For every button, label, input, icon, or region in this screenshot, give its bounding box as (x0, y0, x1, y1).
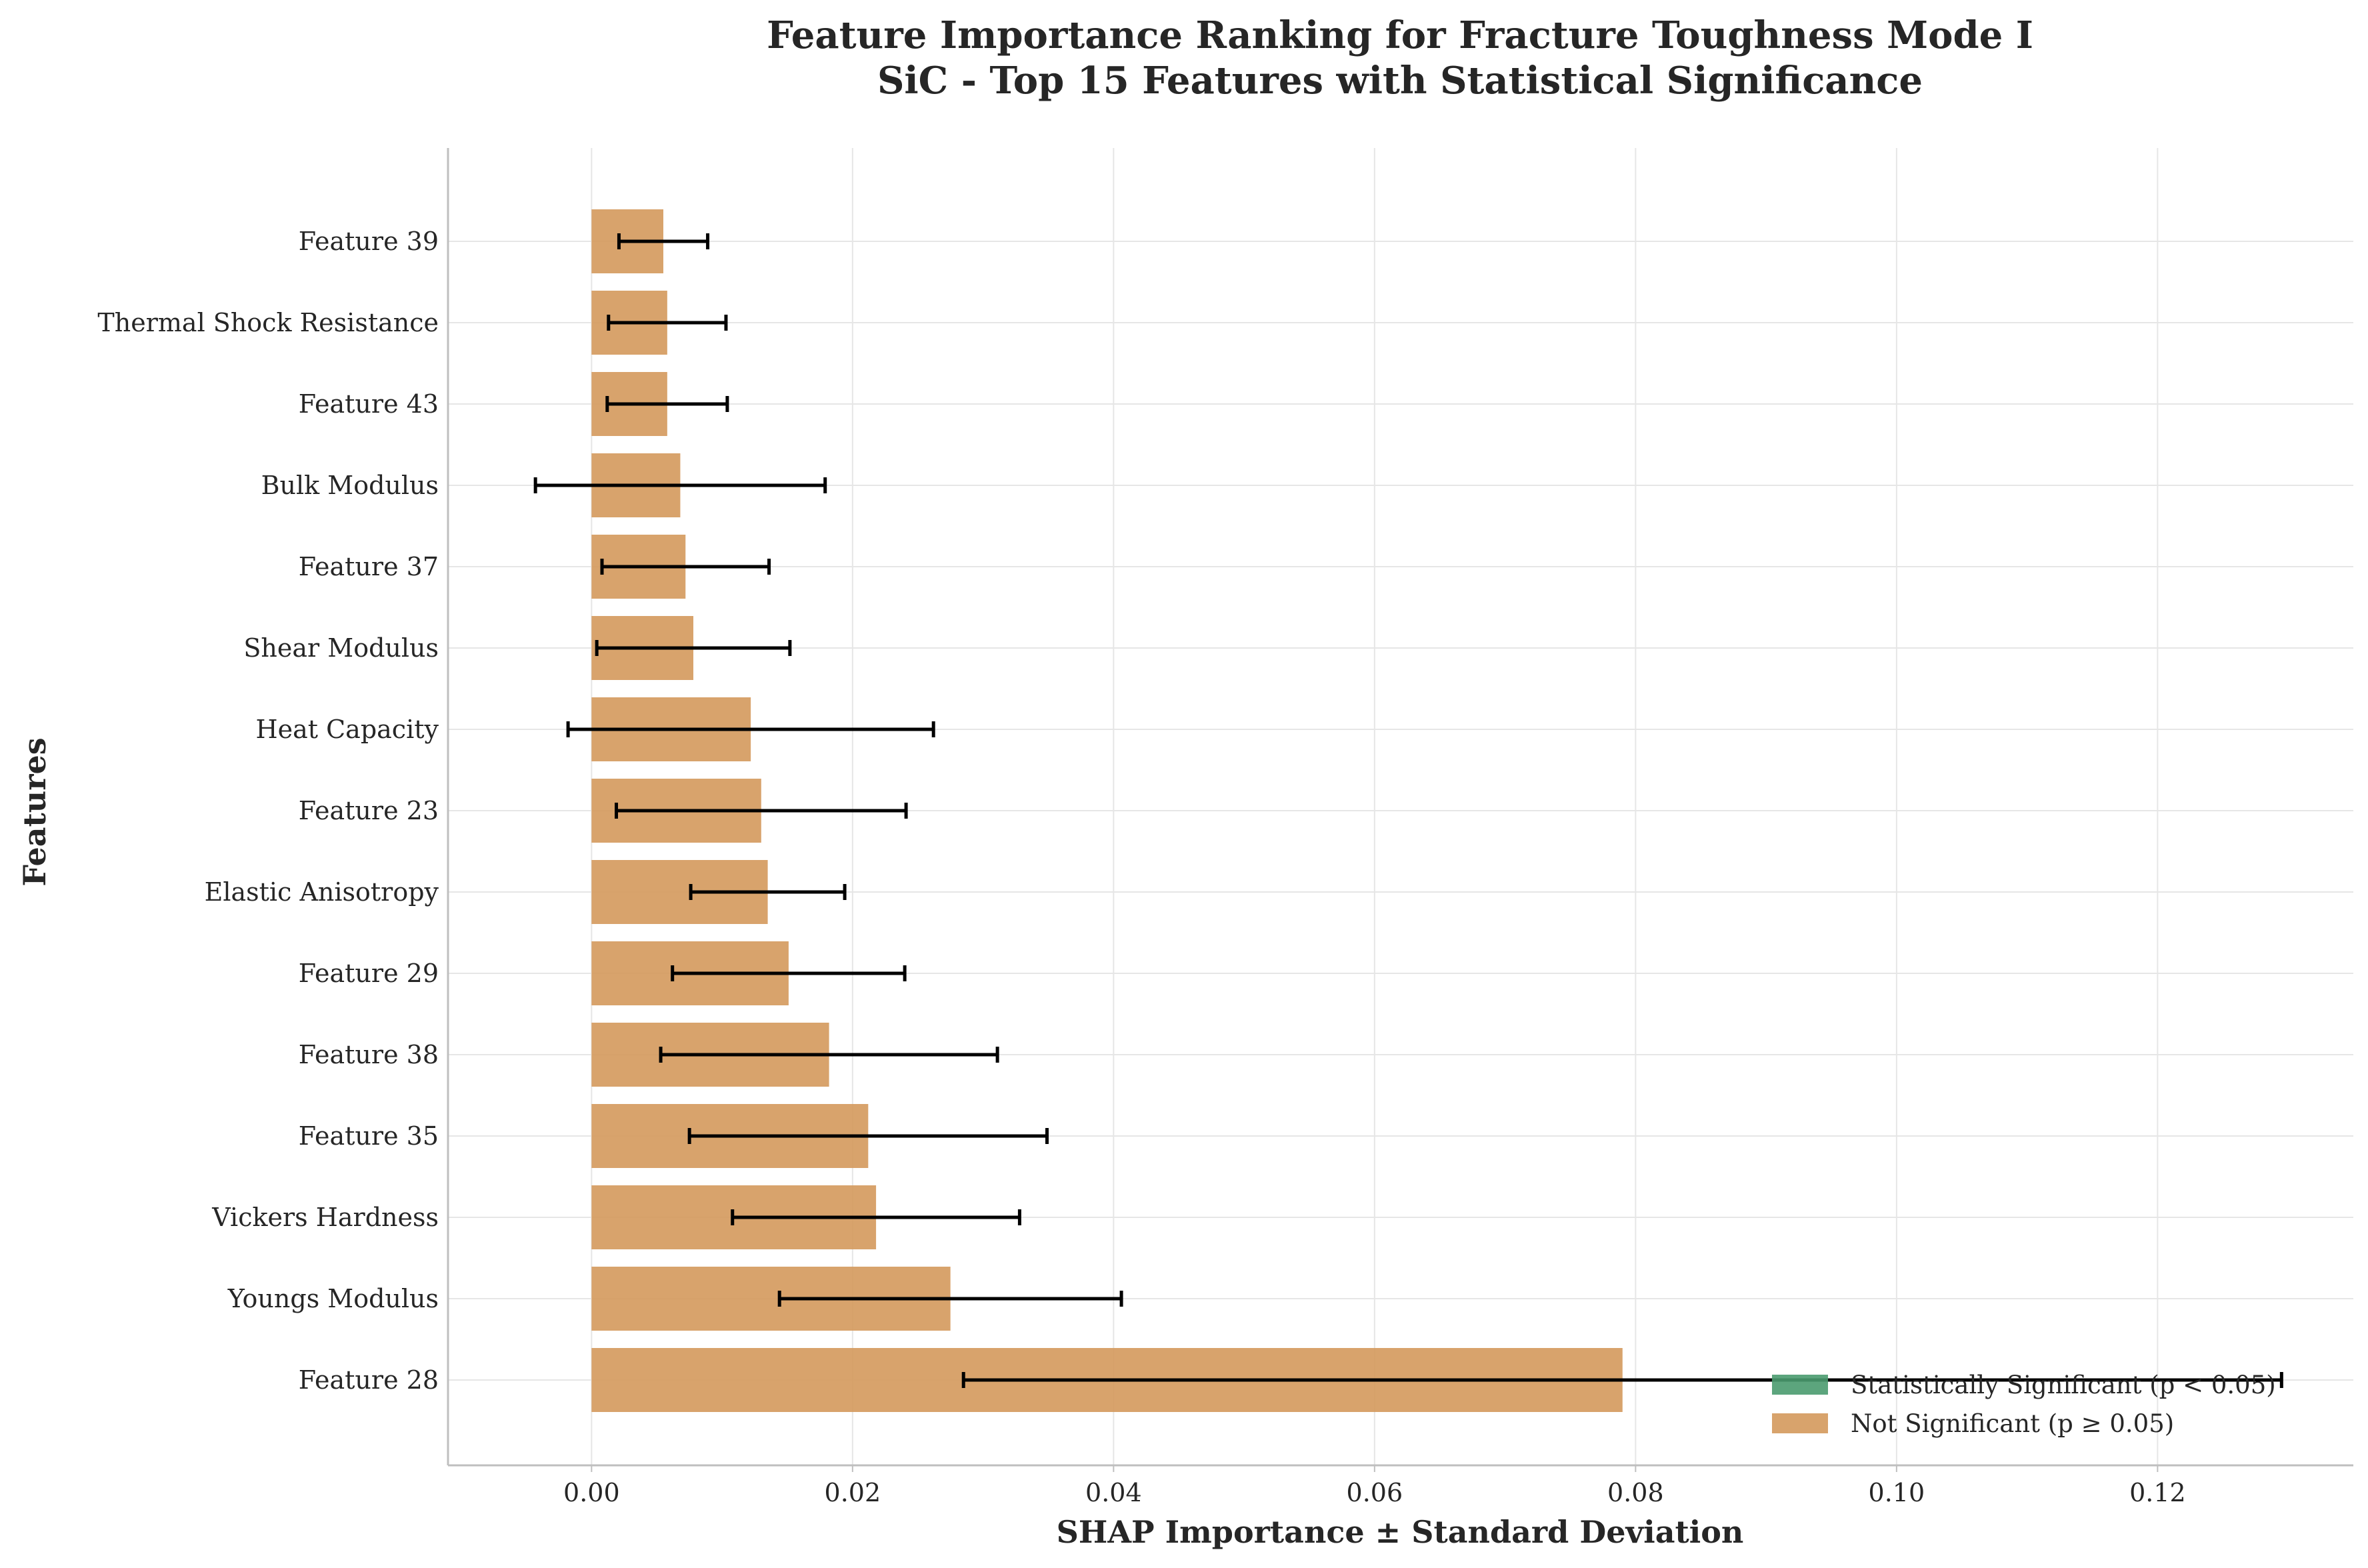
y-tick-label: Shear Modulus (243, 633, 439, 663)
legend-label: Not Significant (p ≥ 0.05) (1851, 1409, 2174, 1438)
y-tick-label: Feature 39 (299, 227, 439, 256)
y-axis-title: Features (17, 737, 53, 886)
y-tick-label: Vickers Hardness (211, 1203, 439, 1232)
y-tick-label: Feature 38 (299, 1040, 439, 1069)
y-tick-label: Bulk Modulus (261, 471, 439, 500)
x-axis-title: SHAP Importance ± Standard Deviation (1057, 1514, 1744, 1550)
y-tick-label: Elastic Anisotropy (205, 877, 439, 907)
x-tick-label: 0.02 (825, 1478, 881, 1507)
y-tick-labels: Feature 39 Thermal Shock Resistance Featur… (97, 227, 439, 1395)
bars-group (591, 209, 1623, 1412)
legend-swatch (1772, 1413, 1828, 1433)
y-tick-label: Feature 37 (299, 552, 439, 581)
legend-label: Statistically Significant (p < 0.05) (1851, 1371, 2276, 1399)
x-tick-label: 0.06 (1347, 1478, 1403, 1507)
x-tick-label: 0.00 (563, 1478, 620, 1507)
x-tick-label: 0.10 (1869, 1478, 1925, 1507)
error-bars-group (533, 233, 2283, 1388)
x-tick-label: 0.12 (2129, 1478, 2186, 1507)
y-tick-label: Thermal Shock Resistance (97, 308, 439, 337)
y-tick-label: Feature 28 (299, 1365, 439, 1395)
legend: Statistically Significant (p < 0.05) Not … (1772, 1371, 2276, 1438)
chart-title-line2: SiC - Top 15 Features with Statistical S… (877, 59, 1923, 103)
y-tick-label: Feature 35 (299, 1121, 439, 1151)
y-tick-label: Feature 23 (299, 796, 439, 825)
y-tick-label: Youngs Modulus (227, 1284, 439, 1313)
x-tick-labels: 0.00 0.02 0.04 0.06 0.08 0.10 0.12 (563, 1465, 2186, 1507)
y-tick-label: Feature 29 (299, 959, 439, 988)
y-tick-label: Feature 43 (299, 389, 439, 419)
x-tick-label: 0.08 (1607, 1478, 1664, 1507)
chart-title-line1: Feature Importance Ranking for Fracture … (767, 13, 2033, 57)
x-tick-label: 0.04 (1085, 1478, 1142, 1507)
y-tick-label: Heat Capacity (255, 715, 439, 744)
legend-swatch (1772, 1375, 1828, 1395)
